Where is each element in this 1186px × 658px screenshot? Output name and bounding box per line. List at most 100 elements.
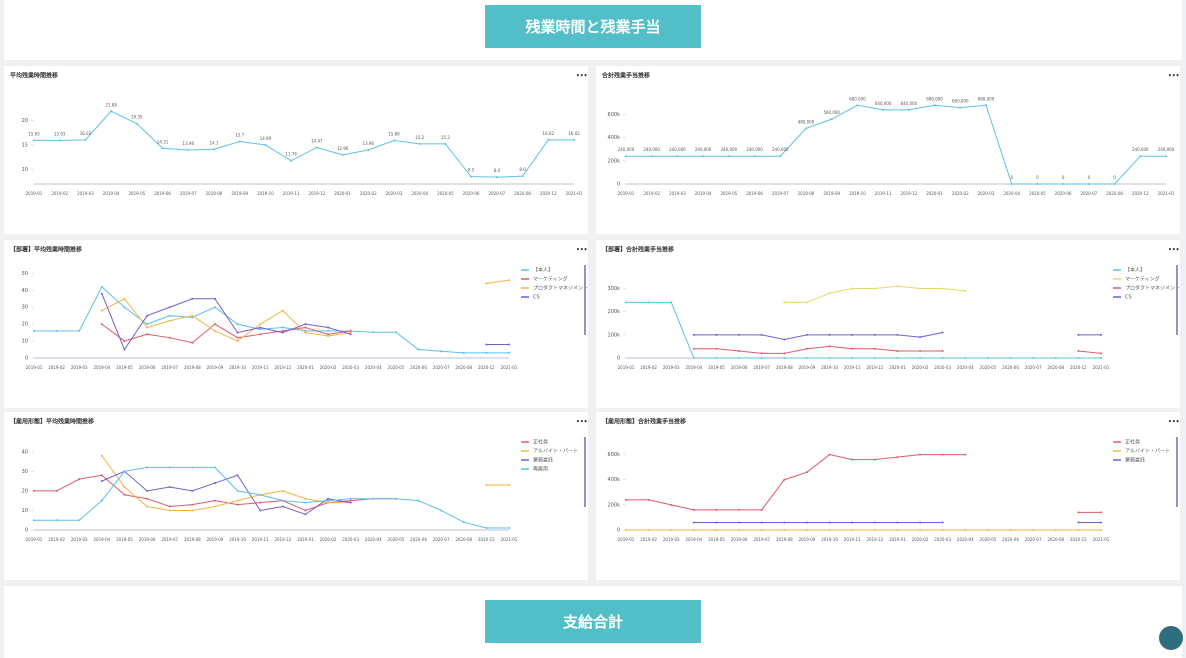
point [213,306,216,309]
x-tick-label: 2020-12 [478,537,495,542]
x-tick-label: 2020-08 [514,191,531,196]
x-tick-label: 2020-03 [934,365,951,370]
y-tick-label: 30 [22,469,28,475]
point [191,489,194,492]
menu-button[interactable]: ••• [576,73,588,80]
x-tick-label: 2020-03 [978,191,995,196]
point [919,357,922,359]
menu-button[interactable]: ••• [1168,73,1180,80]
point [259,501,262,504]
point [941,350,944,353]
panel: 【部署】合計残業手当推移 ••• 0 100k 200k 300k 2019-01 2019-… [596,240,1180,408]
menu-button[interactable]: ••• [576,247,588,254]
x-tick-label: 2020-08 [1047,365,1064,370]
point [919,350,922,353]
menu-button[interactable]: ••• [1168,247,1180,254]
data-label: 240,000 [669,147,686,152]
point [1087,183,1090,185]
x-tick-label: 2021-01 [1093,365,1110,370]
point [1077,511,1080,514]
x-tick-label: 2019-06 [746,191,763,196]
line [101,323,351,344]
point [290,159,293,162]
x-tick-label: 2019-11 [252,537,269,542]
point [986,357,989,359]
point [964,357,967,359]
x-tick-label: 2019-11 [844,365,861,370]
line [693,345,1102,354]
point [33,489,35,492]
point [896,285,899,288]
x-tick-label: 2019-08 [798,191,815,196]
point [919,336,922,339]
x-tick-label: 2020-01 [889,537,906,542]
point [828,333,831,336]
point [1077,357,1080,359]
y-tick-label: 200k [608,502,621,508]
y-tick-label: 0 [25,356,28,362]
x-tick-label: 2020-12 [540,191,557,196]
point [349,499,352,502]
point [941,521,944,524]
point [692,333,695,336]
point [738,508,741,511]
line [693,332,1101,340]
x-tick-label: 2020-06 [410,365,427,370]
point [959,106,962,109]
point [919,521,922,524]
menu-button[interactable]: ••• [576,419,588,426]
point [100,454,103,457]
x-tick-label: 2019-08 [184,365,201,370]
point [191,503,194,506]
x-tick-label: 2019-06 [731,537,748,542]
point [281,489,284,492]
point [495,176,498,179]
point [123,493,126,496]
line [34,466,509,529]
x-tick-label: 2020-05 [388,537,405,542]
data-label: 0 [1036,175,1039,180]
point [873,458,876,461]
point [896,456,899,459]
point [440,350,443,353]
point [783,301,786,304]
data-label: 240,000 [772,147,789,152]
point [123,297,126,300]
menu-button[interactable]: ••• [1168,419,1180,426]
x-tick-label: 2019-03 [663,537,680,542]
point [304,323,307,326]
point [508,484,510,487]
x-tick-label: 2019-07 [753,537,770,542]
x-tick-label: 2019-03 [77,191,94,196]
x-tick-label: 2019-08 [776,365,793,370]
x-tick-label: 2020-07 [433,365,450,370]
x-tick-label: 2020-04 [1003,191,1020,196]
y-tick-label: 30 [22,305,28,311]
x-tick-label: 2019-02 [48,537,65,542]
data-label: 560,000 [823,110,840,115]
chat-button[interactable] [1159,626,1183,650]
x-tick-label: 2019-04 [93,365,110,370]
point [444,142,447,145]
point [146,323,149,326]
point [573,138,575,141]
legend-label: 業務委託 [1125,457,1145,464]
point [828,292,831,295]
point [873,287,876,290]
x-tick-label: 2019-05 [128,191,145,196]
x-tick-label: 2020-01 [926,191,943,196]
point [462,351,465,354]
point [783,352,786,355]
y-tick-label: 400k [608,135,621,141]
x-tick-label: 2020-03 [386,191,403,196]
point [55,330,58,333]
point [418,142,421,145]
data-label: 13.96 [183,141,195,146]
point [896,350,899,353]
point [715,357,718,359]
point [882,108,885,111]
chart-title: 平均残業時間推移 [10,72,58,80]
point [919,453,922,456]
point [168,509,171,512]
x-tick-label: 2019-12 [274,365,291,370]
